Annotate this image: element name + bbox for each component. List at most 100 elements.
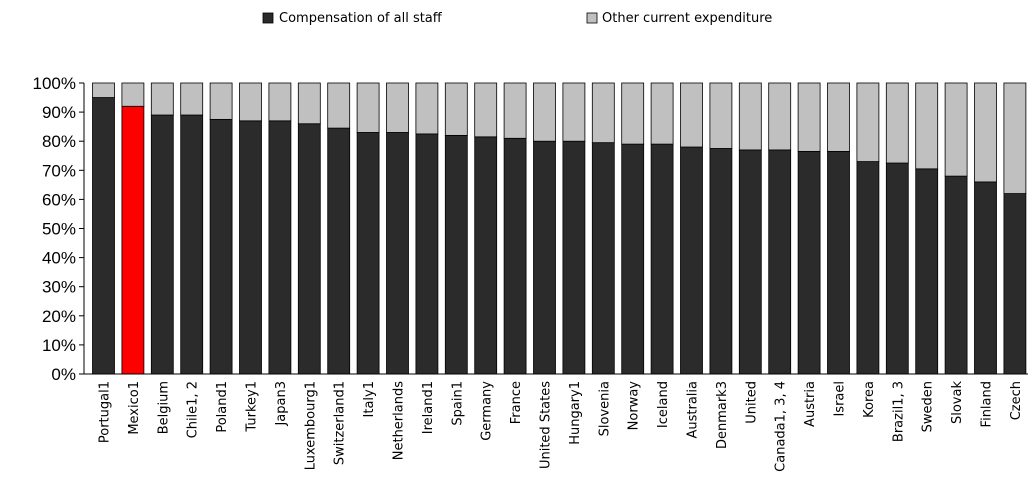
x-tick-label-sweden: Sweden <box>921 381 936 432</box>
bar-other-current-expenditure-germany <box>474 82 498 138</box>
bar-compensation-of-all-staff-norway <box>621 143 645 375</box>
bars <box>92 82 1027 375</box>
bar-compensation-of-all-staff-denmark3 <box>709 148 733 375</box>
bar-other-current-expenditure-portugal1 <box>92 82 115 98</box>
bar-compensation-of-all-staff-portugal1 <box>92 97 115 375</box>
legend-swatch-other-current-expenditure <box>586 12 598 24</box>
bar-compensation-of-all-staff-luxembourg1 <box>297 123 321 375</box>
x-tick-label-denmark3: Denmark3 <box>715 381 730 449</box>
x-tick-label-spain1: Spain1 <box>450 381 465 426</box>
x-tick-label-korea: Korea <box>862 381 877 418</box>
x-tick-label-united-states: United States <box>539 381 554 469</box>
bar-other-current-expenditure-austria <box>797 82 821 152</box>
y-tick-label: 20% <box>42 307 76 326</box>
x-tick-label-ireland1: Ireland1 <box>421 381 436 434</box>
bar-compensation-of-all-staff-switzerland1 <box>327 127 351 375</box>
bar-other-current-expenditure-denmark3 <box>709 82 733 149</box>
bar-other-current-expenditure-belgium <box>150 82 174 116</box>
bar-compensation-of-all-staff-united <box>738 149 762 375</box>
bar-other-current-expenditure-chile1-2 <box>180 82 204 116</box>
bar-compensation-of-all-staff-poland1 <box>209 118 233 375</box>
bar-other-current-expenditure-slovenia <box>591 82 615 144</box>
bar-other-current-expenditure-netherlands <box>386 82 409 133</box>
x-tick-label-slovenia: Slovenia <box>597 381 612 436</box>
x-tick-label-slovak: Slovak <box>950 381 965 424</box>
bar-compensation-of-all-staff-hungary1 <box>562 140 586 375</box>
bar-other-current-expenditure-israel <box>827 82 850 152</box>
bar-compensation-of-all-staff-france <box>503 137 527 375</box>
y-tick-label: 100% <box>33 74 76 93</box>
bar-other-current-expenditure-united-states <box>533 82 556 142</box>
y-tick-label: 70% <box>42 161 76 180</box>
x-tick-label-belgium: Belgium <box>156 381 171 434</box>
x-tick-label-switzerland1: Switzerland1 <box>333 381 348 465</box>
bar-compensation-of-all-staff-turkey1 <box>239 120 262 375</box>
x-tick-label-germany: Germany <box>480 381 495 441</box>
bar-other-current-expenditure-slovak <box>944 82 968 177</box>
x-tick-label-chile1-2: Chile1, 2 <box>186 381 201 438</box>
x-tick-label-mexico1: Mexico1 <box>127 381 142 435</box>
x-tick-label-israel: Israel <box>833 381 848 417</box>
x-tick-label-norway: Norway <box>627 381 642 431</box>
x-axis: Portugal1 Mexico1 Belgium Chile1, 2 Poland1 T… <box>84 373 1028 472</box>
bar-compensation-of-all-staff-slovak <box>944 175 968 375</box>
bar-compensation-of-all-staff-czech <box>1003 193 1027 375</box>
bar-other-current-expenditure-turkey1 <box>239 82 262 122</box>
bar-other-current-expenditure-switzerland1 <box>327 82 351 129</box>
bar-compensation-of-all-staff-germany <box>474 136 498 375</box>
x-tick-label-canada1-3-4: Canada1, 3, 4 <box>774 381 789 472</box>
x-tick-label-poland1: Poland1 <box>215 381 230 433</box>
x-tick-label-turkey1: Turkey1 <box>245 381 260 433</box>
y-tick-label: 0% <box>51 365 76 384</box>
bar-other-current-expenditure-norway <box>621 82 645 145</box>
bar-other-current-expenditure-brazil1-3 <box>885 82 909 164</box>
legend-label-compensation-of-all-staff: Compensation of all staff <box>279 11 443 26</box>
x-tick-label-australia: Australia <box>686 381 701 439</box>
x-tick-label-czech: Czech <box>1009 381 1024 420</box>
y-axis: 0% 10% 20% 30% 40% 50% 60% 70% 80% 90% 100% <box>33 74 85 384</box>
bar-compensation-of-all-staff-ireland1 <box>415 133 439 375</box>
bar-other-current-expenditure-italy1 <box>356 82 380 133</box>
x-tick-label-france: France <box>509 381 524 424</box>
bar-other-current-expenditure-poland1 <box>209 82 233 120</box>
bar-compensation-of-all-staff-sweden <box>915 168 939 375</box>
x-tick-label-brazil1-3: Brazil1, 3 <box>891 381 906 442</box>
bar-compensation-of-all-staff-austria <box>797 150 821 375</box>
legend-swatch-compensation-of-all-staff <box>262 12 274 24</box>
x-tick-label-finland: Finland <box>980 381 995 427</box>
bar-compensation-of-all-staff-japan3 <box>268 120 292 375</box>
y-tick-label: 90% <box>42 103 76 122</box>
bar-other-current-expenditure-ireland1 <box>415 82 439 135</box>
bar-compensation-of-all-staff-iceland <box>650 143 674 375</box>
y-tick-label: 60% <box>42 190 76 209</box>
bar-compensation-of-all-staff-brazil1-3 <box>885 162 909 375</box>
y-tick-label: 30% <box>42 278 76 297</box>
bar-compensation-of-all-staff-finland <box>974 181 997 375</box>
bar-other-current-expenditure-spain1 <box>444 82 468 136</box>
bar-compensation-of-all-staff-chile1-2 <box>180 114 204 375</box>
bar-compensation-of-all-staff-belgium <box>150 114 174 375</box>
x-tick-label-portugal1: Portugal1 <box>98 381 113 443</box>
bar-compensation-of-all-staff-united-states <box>533 140 556 375</box>
bar-other-current-expenditure-iceland <box>650 82 674 145</box>
bar-other-current-expenditure-finland <box>974 82 997 183</box>
x-tick-label-luxembourg1: Luxembourg1 <box>303 381 318 470</box>
bar-compensation-of-all-staff-netherlands <box>386 132 409 375</box>
bar-other-current-expenditure-sweden <box>915 82 939 170</box>
x-tick-label-austria: Austria <box>803 381 818 427</box>
bar-other-current-expenditure-czech <box>1003 82 1027 194</box>
x-tick-label-italy1: Italy1 <box>362 381 377 417</box>
bar-other-current-expenditure-france <box>503 82 527 139</box>
x-tick-label-netherlands: Netherlands <box>392 381 407 460</box>
bar-other-current-expenditure-united <box>738 82 762 151</box>
bar-compensation-of-all-staff-canada1-3-4 <box>768 149 792 375</box>
y-tick-label: 50% <box>42 220 76 239</box>
bar-other-current-expenditure-japan3 <box>268 82 292 122</box>
y-tick-label: 40% <box>42 249 76 268</box>
bar-compensation-of-all-staff-israel <box>827 150 850 375</box>
bar-other-current-expenditure-canada1-3-4 <box>768 82 792 151</box>
bar-compensation-of-all-staff-mexico1 <box>121 105 145 375</box>
bar-compensation-of-all-staff-korea <box>856 161 880 375</box>
x-tick-label-japan3: Japan3 <box>274 381 289 427</box>
